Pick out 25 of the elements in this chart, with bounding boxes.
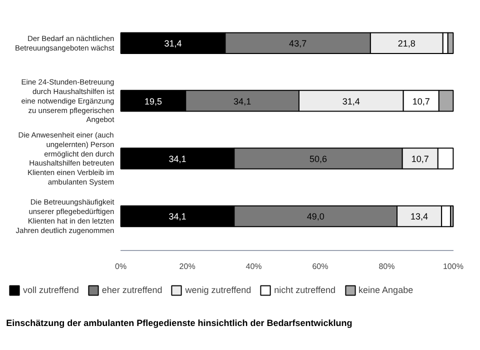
data-label: 10,7 (411, 154, 429, 164)
text: Einschätzung der ambulanten Pflegedienste hinsichtlich der Bedarfsentwicklung (6, 318, 352, 328)
x-tick-label: 40% (246, 262, 262, 271)
data-label: 31,4 (342, 96, 360, 106)
data-label: 43,7 (289, 38, 307, 49)
x-tick-label: 80% (378, 262, 395, 271)
legend-label: wenig zutreffend (185, 285, 252, 295)
data-label: 49,0 (306, 212, 324, 222)
data-label: 13,4 (410, 212, 428, 222)
x-tick-label: 0% (115, 262, 127, 271)
data-label: 34,1 (234, 96, 252, 106)
x-tick-label: 100% (442, 262, 464, 271)
data-label: 34,1 (168, 154, 186, 164)
data-label: 50,6 (310, 154, 328, 164)
legend-label: eher zutreffend (102, 285, 162, 295)
data-label: 34,1 (168, 212, 186, 222)
legend-label: nicht zutreffend (274, 285, 336, 295)
data-label: 10,7 (412, 96, 430, 106)
legend-label: voll zutreffend (23, 285, 79, 295)
data-label: 21,8 (398, 38, 416, 49)
x-tick-label: 60% (312, 262, 328, 271)
data-label: 19,5 (144, 96, 162, 106)
x-tick-label: 20% (179, 262, 196, 271)
data-label: 31,4 (164, 38, 182, 49)
legend-label: keine Angabe (358, 285, 414, 295)
